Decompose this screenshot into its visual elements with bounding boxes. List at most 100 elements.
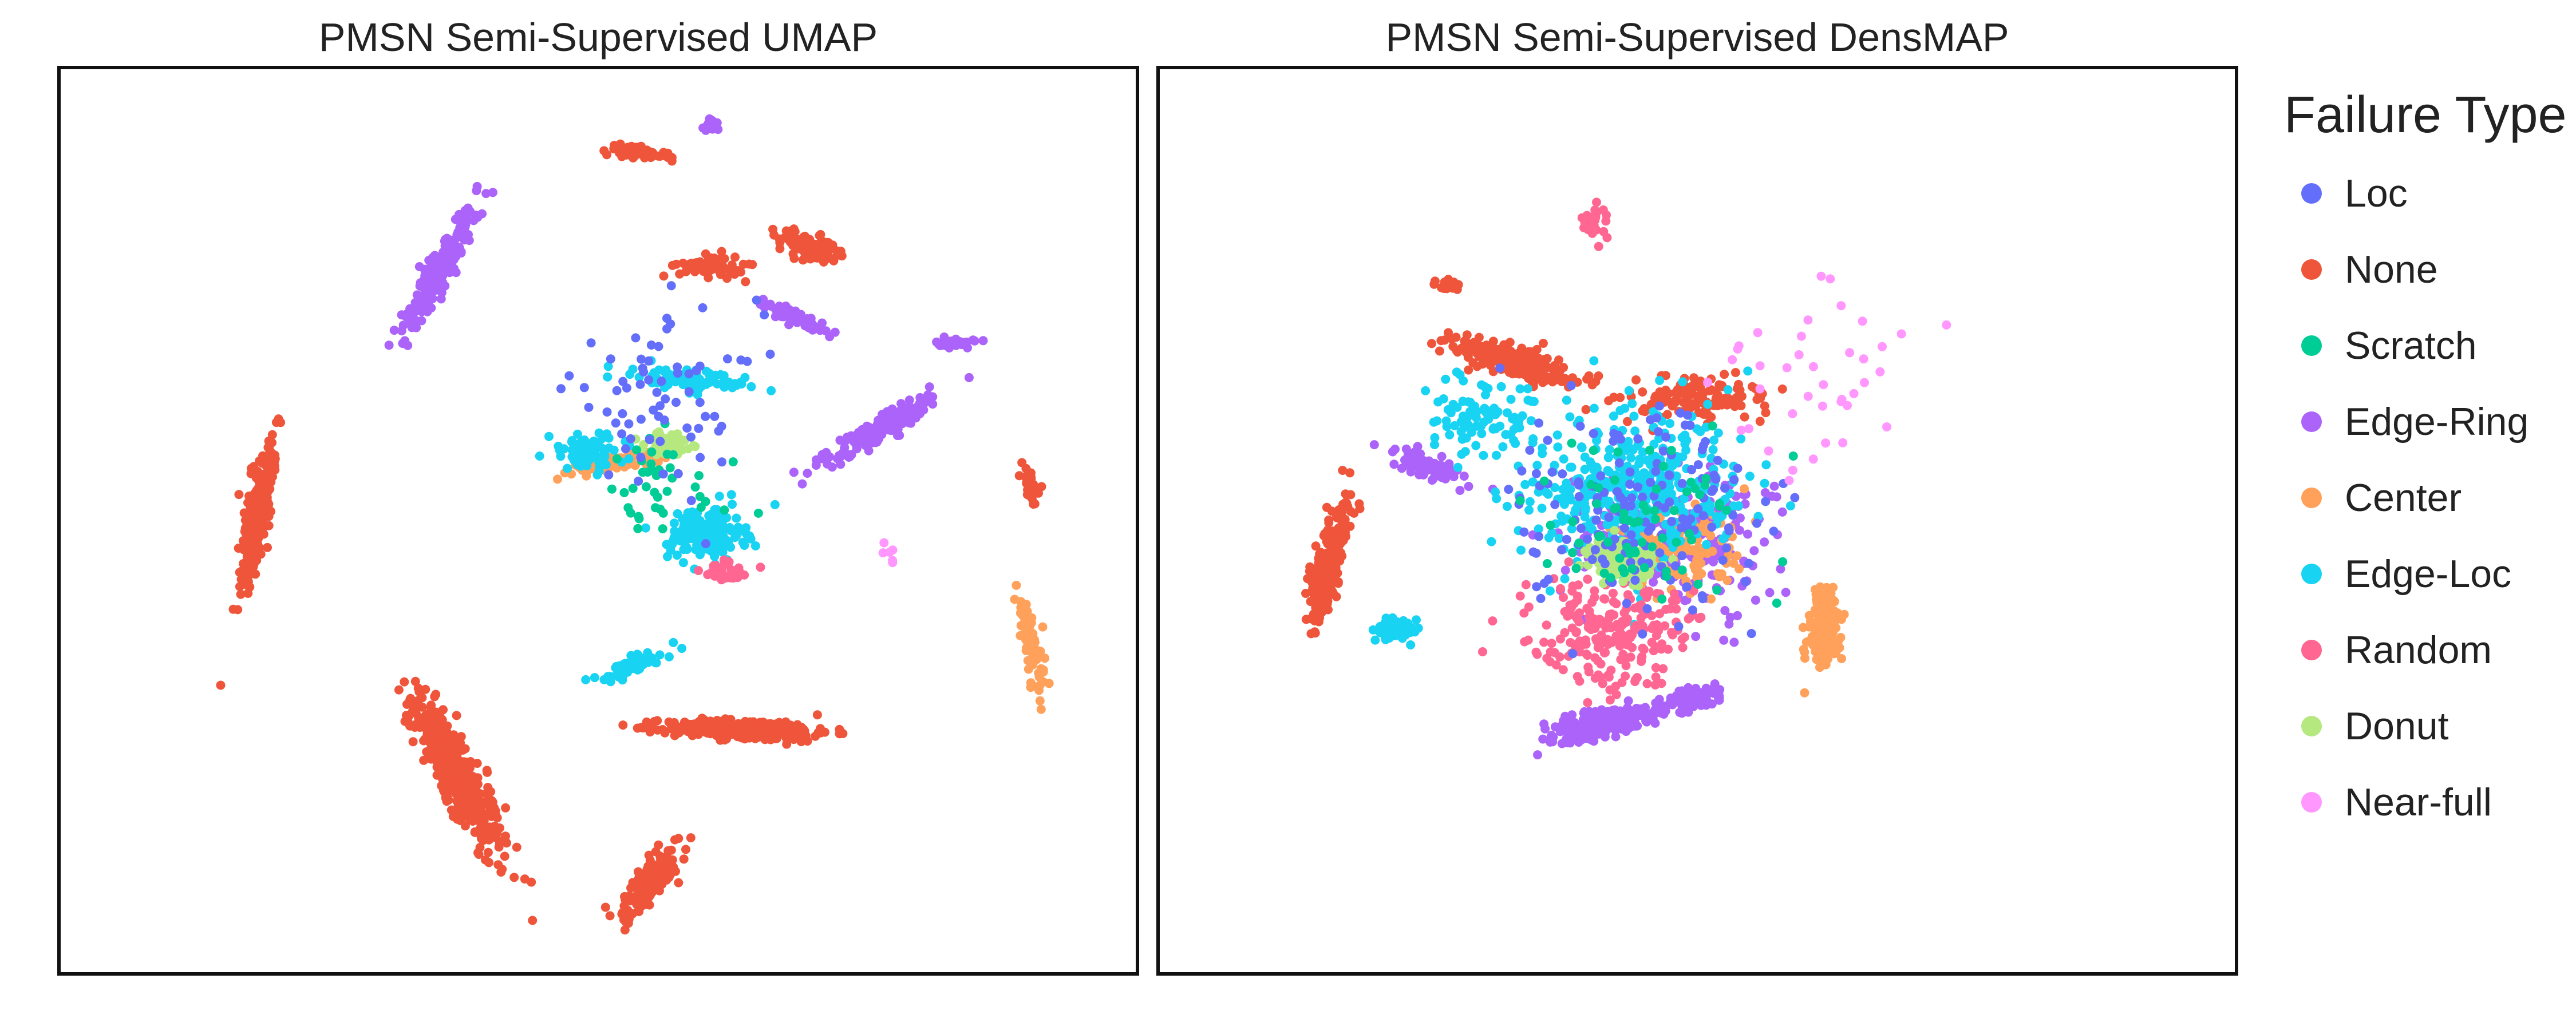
data-point (438, 705, 448, 715)
data-point (714, 492, 724, 501)
data-point (423, 710, 433, 719)
data-point (686, 833, 696, 843)
data-point (481, 189, 491, 199)
data-point (1526, 397, 1536, 406)
data-point (1445, 430, 1455, 439)
data-point (1403, 625, 1413, 635)
data-point (673, 509, 682, 518)
data-point (803, 469, 812, 478)
data-point (426, 280, 436, 290)
data-point (1538, 449, 1547, 458)
data-point (710, 505, 720, 514)
data-point (1621, 719, 1631, 729)
data-point (893, 417, 903, 427)
data-point (1761, 408, 1771, 418)
data-point (1798, 623, 1808, 632)
data-point (486, 787, 496, 797)
data-point (634, 476, 643, 486)
data-point (1836, 615, 1846, 624)
data-point (795, 732, 804, 742)
data-point (1553, 442, 1563, 452)
data-point (1301, 589, 1310, 598)
data-point (1777, 507, 1787, 517)
data-point (658, 524, 667, 534)
data-point (1033, 652, 1043, 662)
data-point (1765, 588, 1775, 597)
data-point (590, 673, 599, 683)
data-point (1038, 665, 1048, 675)
data-point (1733, 611, 1742, 620)
data-point (1709, 557, 1718, 566)
data-point (1452, 367, 1461, 377)
data-point (1494, 344, 1504, 354)
data-point (1447, 281, 1456, 291)
data-point (1545, 586, 1555, 596)
data-point (1384, 615, 1393, 624)
data-point (239, 508, 249, 518)
data-point (1323, 597, 1333, 607)
data-point (664, 717, 674, 727)
data-point (1649, 646, 1658, 656)
data-point (248, 554, 258, 564)
data-point (728, 500, 737, 509)
data-point (761, 730, 771, 740)
data-point (397, 310, 406, 320)
cluster-edge-ring (1533, 696, 1669, 760)
data-point (1325, 533, 1335, 542)
data-point (634, 512, 643, 521)
data-point (264, 521, 274, 530)
data-point (389, 326, 399, 335)
cluster-none (1301, 466, 1365, 639)
data-point (1724, 619, 1734, 629)
data-point (1459, 472, 1469, 481)
data-point (240, 524, 250, 533)
data-point (405, 721, 414, 731)
data-point (535, 451, 544, 461)
data-point (1700, 406, 1710, 416)
data-point (1679, 494, 1689, 504)
data-point (428, 294, 437, 303)
data-point (421, 264, 430, 274)
data-point (649, 368, 659, 378)
cluster-edge-ring (698, 114, 723, 135)
data-point (1743, 529, 1752, 539)
data-point (1306, 629, 1316, 639)
data-point (686, 496, 696, 505)
data-point (512, 842, 521, 852)
data-point (645, 435, 654, 445)
data-point (1484, 414, 1494, 424)
data-point (793, 720, 803, 730)
data-point (1706, 594, 1716, 604)
data-point (1654, 695, 1664, 704)
data-point (785, 722, 795, 731)
data-point (1729, 558, 1739, 568)
data-point (1815, 663, 1824, 672)
data-point (1714, 694, 1724, 703)
data-point (837, 451, 847, 461)
cluster-near-full (878, 538, 898, 568)
data-point (709, 531, 718, 541)
data-point (1542, 373, 1551, 382)
data-point (1498, 442, 1508, 451)
data-point (1479, 450, 1488, 460)
data-point (1542, 488, 1551, 497)
cluster-none (1427, 328, 1603, 414)
data-point (474, 850, 484, 859)
data-point (674, 878, 683, 888)
cluster-random (1478, 543, 1706, 707)
data-point (1035, 696, 1045, 706)
cluster-edge-loc (1368, 613, 1423, 649)
cluster-none (216, 414, 286, 690)
data-point (1717, 569, 1726, 579)
data-point (1740, 484, 1749, 494)
data-point (1568, 373, 1577, 383)
data-point (1453, 462, 1463, 472)
data-point (1594, 371, 1603, 381)
data-point (1441, 374, 1451, 384)
data-point (631, 333, 641, 343)
data-point (1457, 434, 1467, 444)
data-point (1538, 339, 1548, 348)
data-point (1753, 512, 1763, 521)
data-point (888, 556, 898, 565)
data-point (821, 326, 831, 336)
